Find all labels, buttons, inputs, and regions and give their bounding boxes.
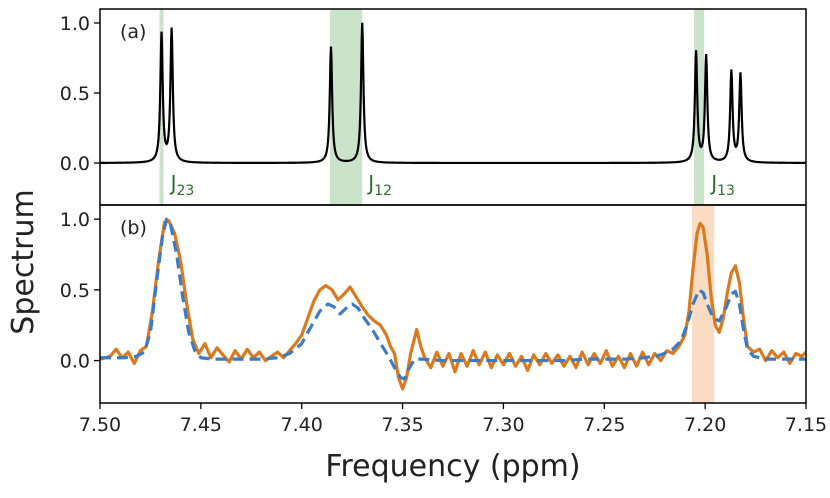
dashed-series xyxy=(100,217,806,381)
x-tick-label: 7.35 xyxy=(381,414,423,436)
panel-a: J23 J12 J13 1.0 0.5 0.0 (a) xyxy=(60,8,807,206)
x-tick-label: 7.15 xyxy=(785,414,827,436)
coupling-label: J23 xyxy=(169,171,195,199)
coupling-label-subscript: 12 xyxy=(374,183,392,199)
x-tick-label: 7.45 xyxy=(180,414,222,436)
coupling-band xyxy=(159,9,164,205)
coupling-label: J12 xyxy=(366,171,392,199)
coupling-band xyxy=(329,9,363,205)
coupling-label-subscript: 13 xyxy=(717,183,735,199)
solid-series xyxy=(100,218,806,391)
coupling-bands-a xyxy=(159,9,705,205)
y-tick-label: 1.0 xyxy=(60,13,90,35)
coupling-band xyxy=(694,9,705,205)
x-ticks: 7.50 7.45 7.40 7.35 7.30 7.25 7.20 7.15 xyxy=(79,403,827,436)
y-tick-label: 0.0 xyxy=(60,153,90,175)
y-axis-title: Spectrum xyxy=(6,189,41,334)
x-tick-label: 7.50 xyxy=(79,414,121,436)
panel-b-label: (b) xyxy=(120,217,147,239)
coupling-label-subscript: 23 xyxy=(177,183,195,199)
x-axis-title: Frequency (ppm) xyxy=(325,449,580,484)
coupling-labels-a: J23 J12 J13 xyxy=(169,171,735,199)
x-tick-label: 7.20 xyxy=(684,414,726,436)
y-ticks-a: 1.0 0.5 0.0 xyxy=(60,13,100,175)
panel-b: 1.00.50.0 7.50 7.45 7.40 7.35 7.30 7.25 7.20 7.… xyxy=(60,204,827,436)
x-tick-label: 7.40 xyxy=(281,414,323,436)
y-ticks-b: 1.0 0.5 0.0 xyxy=(60,209,100,373)
x-tick-label: 7.30 xyxy=(482,414,524,436)
coupling-label: J13 xyxy=(709,171,735,199)
panel-a-label: (a) xyxy=(120,21,146,43)
y-tick-label: 1.0 xyxy=(60,209,90,231)
series-panel-a xyxy=(100,22,806,165)
x-tick-label: 7.25 xyxy=(583,414,625,436)
y-tick-label: 0.5 xyxy=(60,83,90,105)
y-tick-label: 0.0 xyxy=(60,351,90,373)
y-tick-label: 0.5 xyxy=(60,280,90,302)
series-panel-b xyxy=(100,217,806,391)
panel-b-frame xyxy=(99,204,807,404)
